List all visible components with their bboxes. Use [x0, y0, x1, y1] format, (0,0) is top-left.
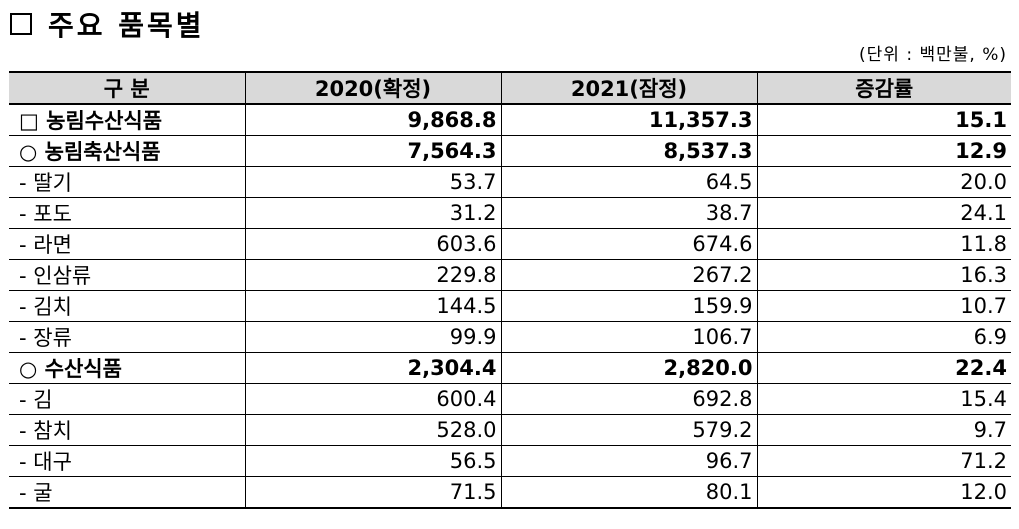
- unit-note: (단위 : 백만불, %): [859, 45, 1007, 65]
- header-rate: 증감률: [756, 71, 1011, 105]
- export-table: 구 분 2020(확정) 2021(잠정) 증감률 □ 농림수산식품 9,868.…: [9, 71, 1011, 509]
- row-label: - 김: [9, 383, 245, 415]
- table-row: - 인삼류 229.8 267.2 16.3: [9, 259, 1011, 291]
- table-row: - 딸기 53.7 64.5 20.0: [9, 166, 1011, 198]
- row-label: ○ 수산식품: [9, 352, 245, 384]
- cell-rate: 16.3: [756, 259, 1011, 291]
- row-label: - 참치: [9, 414, 245, 446]
- header-2020: 2020(확정): [244, 71, 501, 105]
- row-label: - 라면: [9, 228, 245, 260]
- cell-2021: 674.6: [500, 228, 757, 260]
- cell-rate: 24.1: [756, 197, 1011, 229]
- cell-2020: 31.2: [244, 197, 501, 229]
- checkbox-square-icon: [10, 13, 32, 35]
- header-2021: 2021(잠정): [500, 71, 757, 105]
- table-body: □ 농림수산식품 9,868.8 11,357.3 15.1 ○ 농림축산식품 7,564…: [9, 104, 1011, 509]
- table-row: - 대구 56.5 96.7 71.2: [9, 445, 1011, 477]
- row-label: - 대구: [9, 445, 245, 477]
- table-header-row: 구 분 2020(확정) 2021(잠정) 증감률: [9, 71, 1011, 105]
- cell-2021: 579.2: [500, 414, 757, 446]
- table-row: ○ 수산식품 2,304.4 2,820.0 22.4: [9, 352, 1011, 384]
- table-row: ○ 농림축산식품 7,564.3 8,537.3 12.9: [9, 135, 1011, 167]
- cell-2021: 8,537.3: [500, 135, 757, 167]
- cell-2020: 603.6: [244, 228, 501, 260]
- cell-rate: 12.9: [756, 135, 1011, 167]
- cell-2020: 2,304.4: [244, 352, 501, 384]
- row-label: ○ 농림축산식품: [9, 135, 245, 167]
- row-label: - 굴: [9, 476, 245, 509]
- section-title-text: 주요 품목별: [48, 9, 205, 42]
- table-row: - 굴 71.5 80.1 12.0: [9, 476, 1011, 509]
- cell-rate: 12.0: [756, 476, 1011, 509]
- table-row: - 김 600.4 692.8 15.4: [9, 383, 1011, 415]
- cell-rate: 11.8: [756, 228, 1011, 260]
- cell-rate: 71.2: [756, 445, 1011, 477]
- table-row: - 장류 99.9 106.7 6.9: [9, 321, 1011, 353]
- cell-rate: 20.0: [756, 166, 1011, 198]
- table-row: - 라면 603.6 674.6 11.8: [9, 228, 1011, 260]
- cell-2021: 2,820.0: [500, 352, 757, 384]
- row-label: - 인삼류: [9, 259, 245, 291]
- cell-2021: 80.1: [500, 476, 757, 509]
- section-title: 주요 품목별: [10, 6, 205, 42]
- cell-2020: 99.9: [244, 321, 501, 353]
- row-label: - 김치: [9, 290, 245, 322]
- table-row: - 참치 528.0 579.2 9.7: [9, 414, 1011, 446]
- header-category: 구 분: [9, 71, 245, 105]
- cell-rate: 10.7: [756, 290, 1011, 322]
- cell-rate: 22.4: [756, 352, 1011, 384]
- cell-2020: 528.0: [244, 414, 501, 446]
- cell-2021: 692.8: [500, 383, 757, 415]
- cell-2021: 106.7: [500, 321, 757, 353]
- cell-2021: 64.5: [500, 166, 757, 198]
- cell-rate: 15.1: [756, 104, 1011, 136]
- row-label: - 장류: [9, 321, 245, 353]
- cell-2021: 267.2: [500, 259, 757, 291]
- cell-rate: 15.4: [756, 383, 1011, 415]
- cell-2020: 9,868.8: [244, 104, 501, 136]
- table-row: - 포도 31.2 38.7 24.1: [9, 197, 1011, 229]
- table-row: □ 농림수산식품 9,868.8 11,357.3 15.1: [9, 104, 1011, 136]
- cell-2020: 229.8: [244, 259, 501, 291]
- table-row: - 김치 144.5 159.9 10.7: [9, 290, 1011, 322]
- cell-rate: 6.9: [756, 321, 1011, 353]
- row-label: - 딸기: [9, 166, 245, 198]
- cell-2021: 96.7: [500, 445, 757, 477]
- cell-2021: 38.7: [500, 197, 757, 229]
- cell-2021: 159.9: [500, 290, 757, 322]
- cell-2021: 11,357.3: [500, 104, 757, 136]
- row-label: - 포도: [9, 197, 245, 229]
- cell-2020: 600.4: [244, 383, 501, 415]
- cell-2020: 71.5: [244, 476, 501, 509]
- cell-rate: 9.7: [756, 414, 1011, 446]
- cell-2020: 53.7: [244, 166, 501, 198]
- cell-2020: 144.5: [244, 290, 501, 322]
- cell-2020: 56.5: [244, 445, 501, 477]
- row-label: □ 농림수산식품: [9, 104, 245, 136]
- cell-2020: 7,564.3: [244, 135, 501, 167]
